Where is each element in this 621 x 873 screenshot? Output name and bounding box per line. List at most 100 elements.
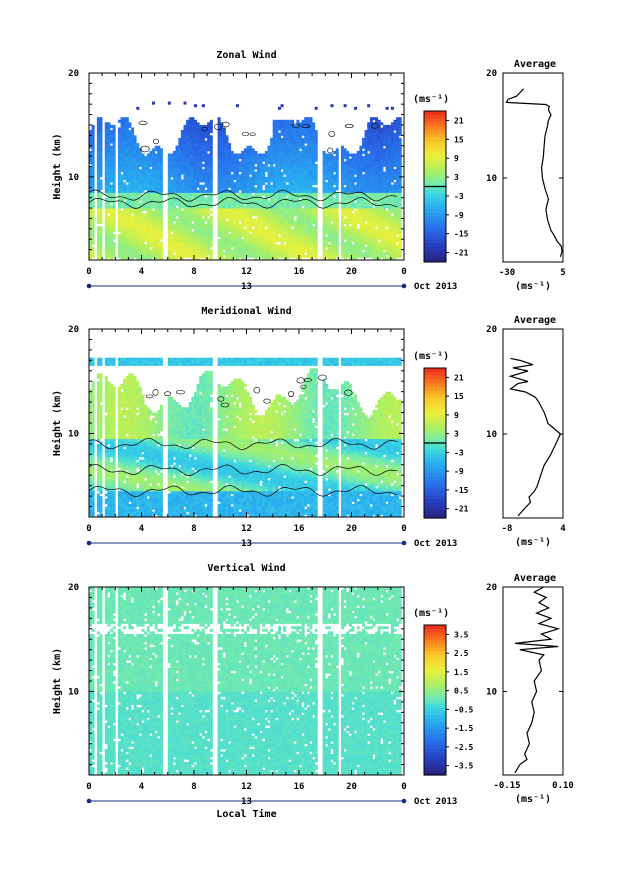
heatmap-cell <box>288 202 292 206</box>
heatmap-cell <box>154 184 158 188</box>
heatmap-cell <box>222 234 226 237</box>
heatmap-cell <box>128 241 132 245</box>
heatmap-cell <box>170 156 174 160</box>
heatmap-cell <box>396 254 400 258</box>
heatmap-cell <box>280 189 284 193</box>
heatmap-cell <box>125 218 129 222</box>
heatmap-cell <box>259 244 263 248</box>
heatmap-cell <box>225 166 229 170</box>
heatmap-cell <box>180 132 184 136</box>
heatmap-cell <box>291 241 295 245</box>
heatmap-cell <box>170 254 174 258</box>
heatmap-cell <box>107 228 111 232</box>
heatmap-cell <box>333 215 337 219</box>
heatmap-cell <box>180 202 184 206</box>
heatmap-cell <box>359 169 363 173</box>
heatmap-cell <box>246 158 250 162</box>
heatmap-cell <box>204 184 208 188</box>
heatmap-cell <box>196 239 200 243</box>
heatmap-cell <box>238 239 242 243</box>
heatmap-cell <box>131 208 134 212</box>
heatmap-cell <box>377 228 381 232</box>
heatmap-cell <box>390 254 394 258</box>
heatmap-cell <box>154 145 158 149</box>
heatmap-cell <box>254 158 258 162</box>
heatmap-cell <box>259 184 263 188</box>
heatmap-cell <box>91 127 95 131</box>
heatmap-cell <box>125 171 129 175</box>
heatmap-cell <box>180 182 184 186</box>
heatmap-cell <box>325 241 329 245</box>
heatmap-cell <box>133 213 137 217</box>
heatmap-cell <box>136 241 140 245</box>
heatmap-cell <box>299 169 302 173</box>
heatmap-cell <box>275 137 279 141</box>
heatmap-cell <box>157 182 161 186</box>
heatmap-cell <box>209 234 213 237</box>
heatmap-cell <box>228 223 232 227</box>
heatmap-cell <box>220 182 224 186</box>
heatmap-cell <box>380 234 384 237</box>
heatmap-cell <box>293 252 297 256</box>
heatmap-cell <box>309 122 313 126</box>
heatmap-cell <box>267 218 271 222</box>
heatmap-cell <box>238 176 242 180</box>
heatmap-cell <box>167 252 171 256</box>
heatmap-cell <box>246 210 250 214</box>
heatmap-cell <box>280 122 284 126</box>
heatmap-cell <box>341 215 344 219</box>
heatmap-cell <box>385 179 389 183</box>
heatmap-cell <box>341 223 344 227</box>
heatmap-cell <box>144 254 148 258</box>
heatmap-cell <box>173 153 176 157</box>
heatmap-cell <box>183 153 187 157</box>
heatmap-cell <box>104 163 108 167</box>
heatmap-cell <box>186 184 190 188</box>
heatmap-cell <box>377 197 381 201</box>
heatmap-cell <box>267 192 271 196</box>
heatmap-cell <box>144 174 148 178</box>
heatmap-cell <box>217 132 221 136</box>
heatmap-cell <box>149 171 153 175</box>
heatmap-cell <box>280 174 284 178</box>
heatmap-cell <box>393 176 397 180</box>
heatmap-cell <box>243 150 247 154</box>
heatmap-cell <box>138 153 142 157</box>
heatmap-cell <box>259 234 263 237</box>
heatmap-cell <box>257 226 260 230</box>
heatmap-cell <box>278 124 281 128</box>
heatmap-cell <box>241 257 245 261</box>
heatmap-cell <box>351 171 355 175</box>
heatmap-cell <box>372 124 376 128</box>
heatmap-cell <box>283 223 287 227</box>
heatmap-cell <box>186 210 190 214</box>
heatmap-cell <box>99 148 103 152</box>
heatmap-cell <box>157 252 161 256</box>
heatmap-cell <box>299 163 302 167</box>
heatmap-cell <box>107 247 111 250</box>
heatmap-cell <box>144 179 148 183</box>
heatmap-cell <box>388 239 392 243</box>
heatmap-cell <box>356 192 360 196</box>
heatmap-cell <box>296 200 300 204</box>
heatmap-cell <box>104 215 108 219</box>
heatmap-cell <box>178 249 182 253</box>
heatmap-cell <box>183 166 187 170</box>
heatmap-cell <box>125 166 129 170</box>
heatmap-cell <box>196 174 200 178</box>
heatmap-cell <box>291 197 295 201</box>
heatmap-cell <box>96 252 100 256</box>
heatmap-cell <box>180 179 184 183</box>
heatmap-cell <box>125 124 129 128</box>
heatmap-cell <box>377 192 381 196</box>
heatmap-cell <box>196 257 200 261</box>
heatmap-cell <box>136 231 140 235</box>
heatmap-cell <box>309 195 313 199</box>
heatmap-cell <box>131 182 134 186</box>
heatmap-cell <box>217 210 221 214</box>
heatmap-cell <box>283 169 287 173</box>
heatmap-cell <box>259 241 263 245</box>
heatmap-cell <box>283 124 287 128</box>
heatmap-cell <box>270 148 274 152</box>
heatmap-cell <box>146 221 150 224</box>
